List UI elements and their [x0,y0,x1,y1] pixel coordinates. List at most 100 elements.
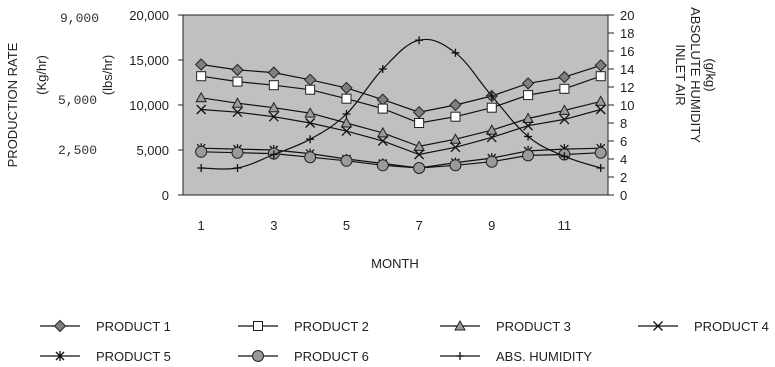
data-point [595,71,606,82]
data-point [267,66,281,79]
data-point [521,77,535,90]
y-left-tick-label: 0 [162,188,169,203]
y-outer-tick-9000: 9,000 [60,11,99,26]
y-right-axis-title-line1: INLET AIR [673,44,688,105]
data-point [377,103,388,114]
plot-area [182,14,609,196]
data-point [306,135,315,144]
legend-label: PRODUCT 6 [294,349,369,364]
data-point [450,111,461,122]
legend-marker [252,350,264,362]
legend-item: PRODUCT 3 [440,319,571,334]
x-tick-label: 9 [488,218,495,233]
legend-label: PRODUCT 1 [96,319,171,334]
y-left-ticks: 0 5,000 10,000 15,000 20,000 [129,8,183,203]
series-6 [195,145,607,174]
data-point [559,114,570,125]
data-point [340,81,353,95]
y-outer-axis-title-line2: (Kg/hr) [34,55,49,95]
data-point [524,132,533,141]
data-point [594,59,607,72]
data-point [449,159,462,172]
y-right-tick-label: 4 [620,152,627,167]
data-point [376,159,389,172]
legend-label: PRODUCT 4 [694,319,769,334]
data-point [196,104,207,115]
data-point [449,133,462,144]
data-point [486,132,497,143]
series-line [201,38,601,170]
data-point [269,150,278,159]
data-point [233,164,242,172]
data-point [376,126,389,138]
series-line [201,97,601,148]
y-right-tick-label: 12 [620,80,634,95]
y-outer-tick-5000: 5,000 [58,93,97,108]
x-tick-label: 1 [198,218,205,233]
series-layer [194,36,607,174]
data-point [414,149,425,160]
x-tick-label: 7 [415,218,422,233]
data-point [415,36,424,45]
y-right-tick-label: 6 [620,134,627,149]
y-right-tick-label: 20 [620,8,634,23]
data-point [414,118,425,128]
x-ticks: 1 3 5 7 9 11 [198,218,572,233]
y-left-tick-label: 15,000 [129,53,169,68]
data-point [196,71,207,82]
x-axis-title: MONTH [371,256,419,271]
x-tick-label: 3 [270,218,277,233]
data-point [522,112,534,123]
data-point [486,102,497,113]
data-point [523,120,534,131]
y-left-tick-label: 10,000 [129,98,169,113]
data-point [412,105,426,119]
y-left-tick-label: 5,000 [136,143,169,158]
data-point [413,140,425,151]
data-point [340,116,353,128]
y-outer-axis-title: PRODUCTION RATE (Kg/hr) [5,42,49,167]
y-right-axis-title-line2: ABSOLUTE HUMIDITY [688,7,703,143]
data-point [522,149,535,162]
y-left-axis-title: (lbs/hr) [100,55,115,95]
data-point [305,118,316,128]
series-2 [196,71,606,128]
data-point [341,126,352,137]
data-point [378,65,387,73]
data-point [342,110,351,118]
data-point [449,98,462,112]
data-point [594,146,607,159]
series-3 [195,91,607,151]
legend-label: PRODUCT 2 [294,319,369,334]
data-point [268,111,279,122]
legend-marker [55,351,65,361]
legend-label: PRODUCT 3 [496,319,571,334]
data-point [268,80,279,91]
series-line [201,75,601,124]
y-right-tick-label: 16 [620,44,634,59]
legend-label: ABS. HUMIDITY [496,349,592,364]
data-point [197,164,206,172]
legend-marker [53,319,67,333]
series-7 [197,36,605,172]
data-point [304,151,317,164]
legend-item: PRODUCT 6 [238,349,369,364]
legend-item: PRODUCT 5 [40,349,171,364]
data-point [485,124,498,135]
data-point [595,104,606,115]
data-point [231,97,244,108]
y-outer-axis-title-line1: PRODUCTION RATE [5,42,20,167]
series-line [201,63,601,113]
series-line [201,108,601,156]
data-point [377,136,388,146]
legend-label: PRODUCT 5 [96,349,171,364]
legend-marker [454,319,466,331]
y-right-axis-title: INLET AIR ABSOLUTE HUMIDITY (g/kg) [673,7,718,143]
data-point [304,107,316,118]
legend: PRODUCT 1 PRODUCT 2 PRODUCT 3 PRODUCT 4 PROD… [40,319,769,364]
data-point [558,104,571,115]
data-point [558,70,571,84]
data-point [194,58,208,71]
data-point [231,146,244,159]
